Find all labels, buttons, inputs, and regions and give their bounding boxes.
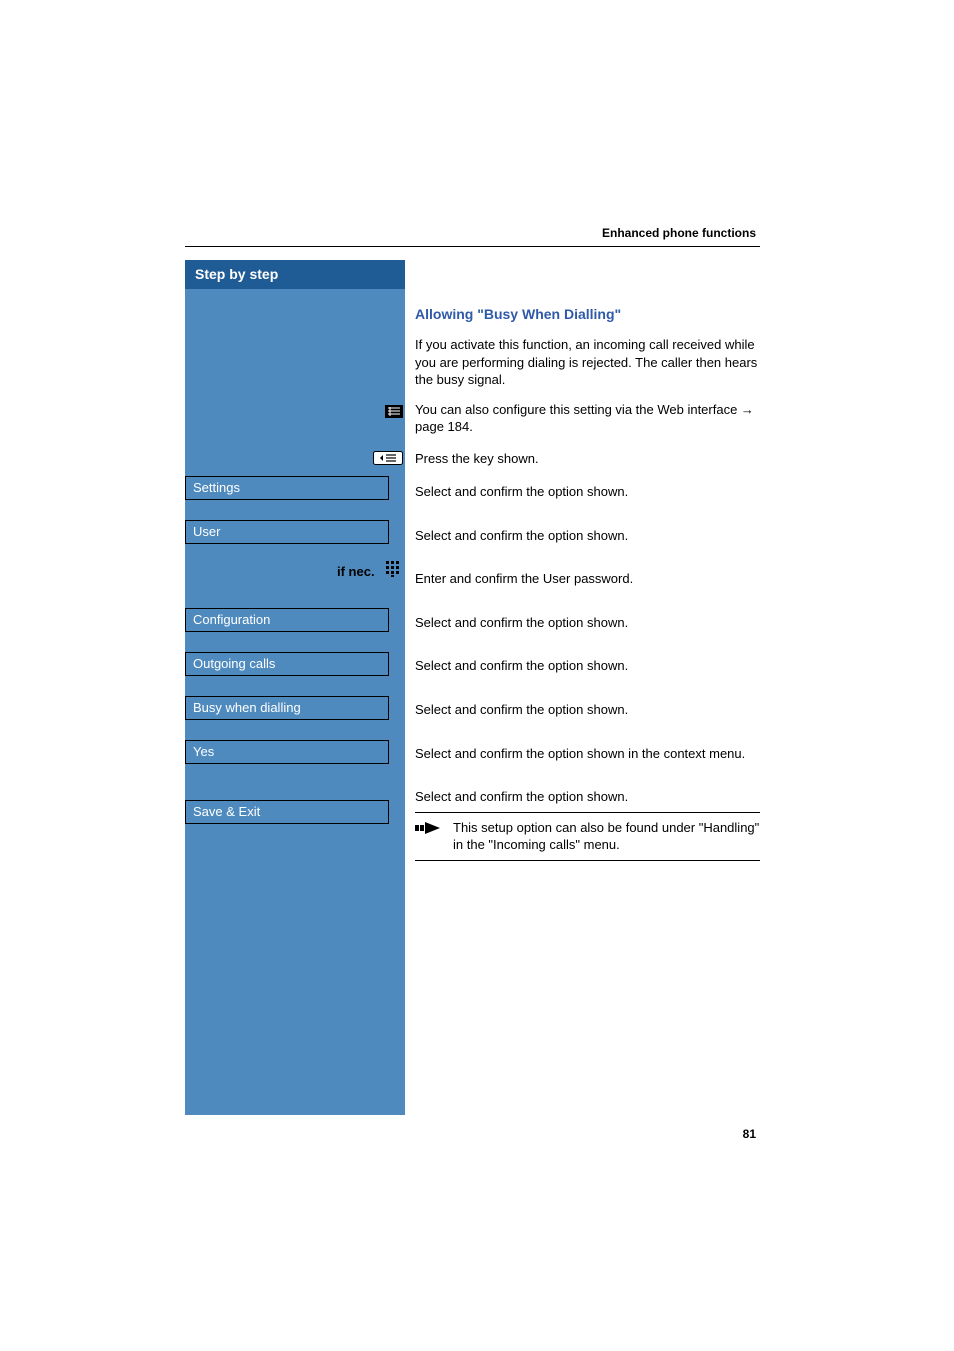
- step-outgoing-text: Select and confirm the option shown.: [415, 657, 760, 675]
- step-password-text: Enter and confirm the User password.: [415, 570, 760, 588]
- running-header: Enhanced phone functions: [602, 226, 756, 240]
- menu-outgoing-calls: Outgoing calls: [185, 652, 389, 676]
- menu-save-exit: Save & Exit: [185, 800, 389, 824]
- web-note-page: page 184.: [415, 419, 473, 434]
- intro-paragraph: If you activate this function, an incomi…: [415, 336, 760, 389]
- web-config-icon: [385, 404, 403, 418]
- step-yes-text: Select and confirm the option shown in t…: [415, 745, 760, 763]
- note-text: This setup option can also be found unde…: [453, 819, 760, 854]
- step-busy-text: Select and confirm the option shown.: [415, 701, 760, 719]
- menu-settings: Settings: [185, 476, 389, 500]
- press-key-text: Press the key shown.: [415, 450, 760, 468]
- step-save-text: Select and confirm the option shown.: [415, 788, 760, 806]
- note-box: This setup option can also be found unde…: [415, 812, 760, 861]
- step-settings-text: Select and confirm the option shown.: [415, 483, 760, 501]
- arrow-icon: →: [741, 402, 754, 417]
- keypad-icon: [385, 560, 403, 578]
- web-interface-note: You can also configure this setting via …: [415, 401, 760, 436]
- menu-key-icon: [373, 450, 403, 466]
- page-number: 81: [743, 1127, 756, 1141]
- content-column: Allowing "Busy When Dialling" If you act…: [415, 260, 760, 861]
- if-nec-label: if nec.: [337, 564, 375, 579]
- section-heading: Allowing "Busy When Dialling": [415, 306, 760, 322]
- pointer-icon: [415, 819, 443, 837]
- sidebar: Step by step: [185, 260, 405, 1115]
- sidebar-title: Step by step: [185, 260, 405, 289]
- menu-user: User: [185, 520, 389, 544]
- menu-busy-when-dialling: Busy when dialling: [185, 696, 389, 720]
- top-rule: [185, 246, 760, 247]
- menu-yes: Yes: [185, 740, 389, 764]
- step-configuration-text: Select and confirm the option shown.: [415, 614, 760, 632]
- step-user-text: Select and confirm the option shown.: [415, 527, 760, 545]
- menu-configuration: Configuration: [185, 608, 389, 632]
- web-note-prefix: You can also configure this setting via …: [415, 402, 741, 417]
